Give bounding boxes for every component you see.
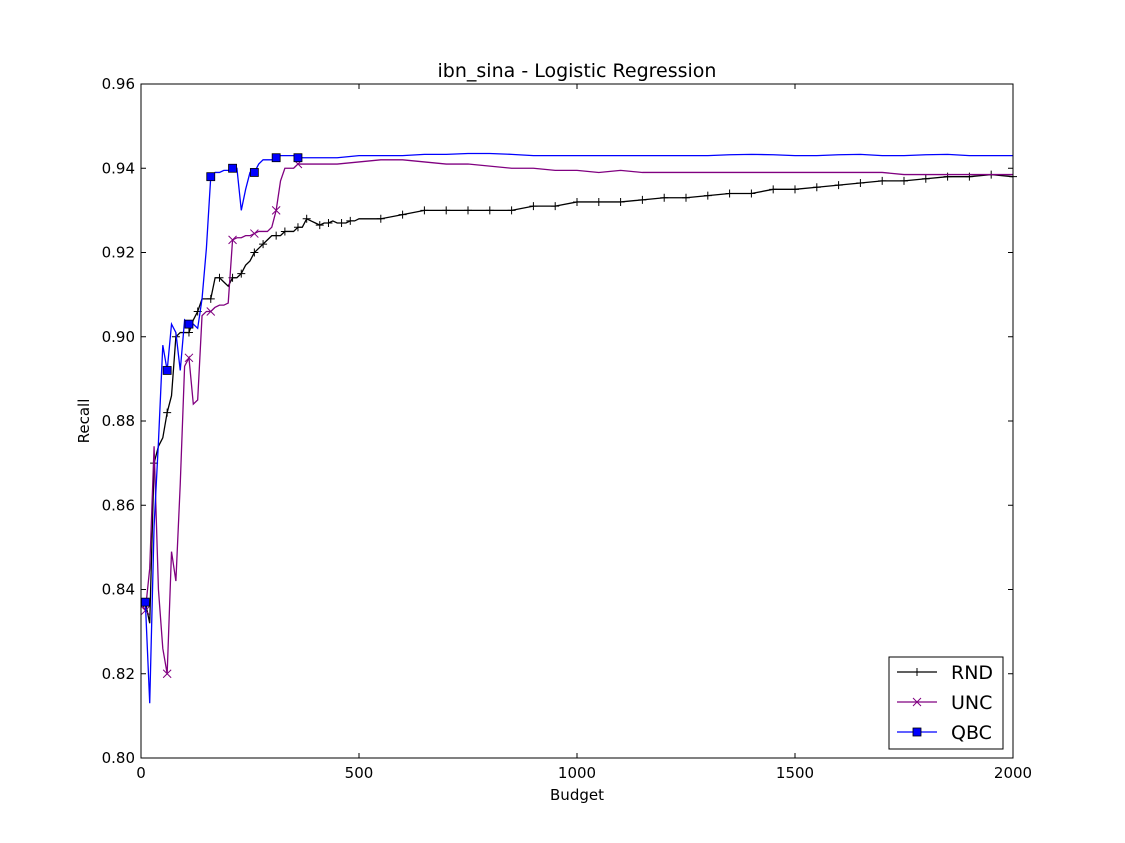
data-point-rnd bbox=[376, 214, 385, 223]
data-point-rnd bbox=[272, 231, 281, 240]
data-point-rnd bbox=[856, 178, 865, 187]
data-point-unc bbox=[271, 206, 281, 215]
data-point-rnd bbox=[725, 189, 734, 198]
series-line-unc bbox=[140, 159, 1013, 674]
series-line-rnd bbox=[141, 173, 1014, 624]
data-point-rnd bbox=[293, 223, 302, 232]
data-point-rnd bbox=[594, 197, 603, 206]
legend-label-rnd: RND bbox=[951, 662, 993, 684]
data-point-rnd bbox=[573, 197, 581, 206]
legend-label-unc: UNC bbox=[951, 692, 992, 714]
data-point-unc bbox=[228, 235, 237, 245]
legend-marker-rnd bbox=[913, 668, 921, 676]
data-point-rnd bbox=[769, 185, 778, 194]
data-point-rnd bbox=[616, 197, 625, 206]
data-point-unc bbox=[206, 307, 216, 316]
chart-title: ibn_sina - Logistic Regression bbox=[438, 60, 717, 82]
data-point-rnd bbox=[900, 176, 908, 185]
x-tick-label: 0 bbox=[136, 764, 146, 782]
data-point-rnd bbox=[237, 269, 246, 278]
data-point-rnd bbox=[302, 214, 311, 223]
data-point-rnd bbox=[703, 191, 712, 200]
data-point-unc bbox=[250, 229, 259, 238]
data-point-rnd bbox=[442, 206, 451, 215]
data-point-rnd bbox=[324, 219, 333, 228]
data-point-rnd bbox=[529, 202, 538, 211]
data-point-rnd bbox=[638, 195, 647, 204]
data-point-rnd bbox=[259, 240, 268, 249]
y-tick-label: 0.84 bbox=[102, 581, 135, 599]
data-point-qbc bbox=[162, 366, 172, 375]
y-tick-label: 0.86 bbox=[102, 496, 135, 514]
y-tick-label: 0.96 bbox=[102, 75, 135, 93]
y-tick-label: 0.82 bbox=[102, 665, 135, 683]
tick-layer: 0 500 1000 1500 2000 0.80 0.82 0.84 0.86 0.88 0.90… bbox=[102, 75, 1033, 782]
y-tick-label: 0.92 bbox=[102, 244, 135, 262]
data-point-rnd bbox=[215, 273, 224, 282]
data-point-qbc bbox=[228, 163, 237, 173]
data-point-rnd bbox=[420, 206, 429, 215]
data-point-rnd bbox=[464, 206, 472, 215]
data-point-qbc bbox=[271, 153, 281, 163]
y-axis-label: Recall bbox=[75, 399, 93, 444]
data-point-qbc bbox=[184, 319, 194, 329]
data-point-rnd bbox=[315, 221, 324, 230]
legend-marker-qbc bbox=[912, 727, 922, 737]
y-tick-label: 0.88 bbox=[102, 412, 135, 430]
data-point-rnd bbox=[507, 206, 516, 215]
series-layer bbox=[140, 152, 1017, 704]
data-point-rnd bbox=[834, 181, 843, 190]
data-point-rnd bbox=[485, 206, 494, 215]
data-point-unc bbox=[184, 353, 194, 363]
y-tick-label: 0.94 bbox=[102, 159, 135, 177]
data-point-rnd bbox=[337, 219, 346, 228]
series-unc bbox=[140, 159, 1013, 679]
data-point-rnd bbox=[791, 185, 799, 194]
data-point-unc bbox=[162, 669, 172, 679]
data-point-rnd bbox=[943, 172, 952, 181]
x-tick-label: 2000 bbox=[994, 764, 1032, 782]
legend-marker-unc bbox=[912, 697, 922, 707]
legend-label-qbc: QBC bbox=[951, 722, 992, 744]
y-tick-label: 0.90 bbox=[102, 328, 135, 346]
data-point-rnd bbox=[184, 328, 193, 337]
data-point-rnd bbox=[921, 174, 930, 183]
legend: RND UNC QBC bbox=[888, 656, 1004, 750]
x-tick-label: 1000 bbox=[558, 764, 596, 782]
data-point-rnd bbox=[398, 210, 407, 219]
data-point-qbc bbox=[206, 172, 216, 182]
data-point-rnd bbox=[965, 172, 974, 181]
y-tick-label: 0.80 bbox=[102, 749, 135, 767]
series-rnd bbox=[141, 170, 1017, 624]
x-tick-label: 500 bbox=[345, 764, 374, 782]
data-point-qbc bbox=[293, 153, 303, 163]
data-point-rnd bbox=[163, 408, 172, 417]
data-point-rnd bbox=[346, 216, 355, 225]
plot-area-frame bbox=[140, 83, 1014, 759]
data-point-qbc bbox=[140, 597, 150, 607]
data-point-rnd bbox=[747, 189, 756, 198]
data-point-rnd bbox=[682, 193, 690, 202]
data-point-rnd bbox=[280, 227, 289, 236]
data-point-rnd bbox=[250, 248, 259, 257]
data-point-rnd bbox=[878, 176, 887, 185]
data-point-rnd bbox=[206, 294, 215, 303]
data-point-rnd bbox=[551, 202, 560, 211]
data-point-rnd bbox=[660, 193, 669, 202]
series-qbc bbox=[140, 152, 1013, 704]
data-point-qbc bbox=[249, 168, 259, 177]
x-tick-label: 1500 bbox=[776, 764, 814, 782]
data-point-rnd bbox=[812, 183, 821, 192]
x-axis-label: Budget bbox=[550, 786, 604, 804]
